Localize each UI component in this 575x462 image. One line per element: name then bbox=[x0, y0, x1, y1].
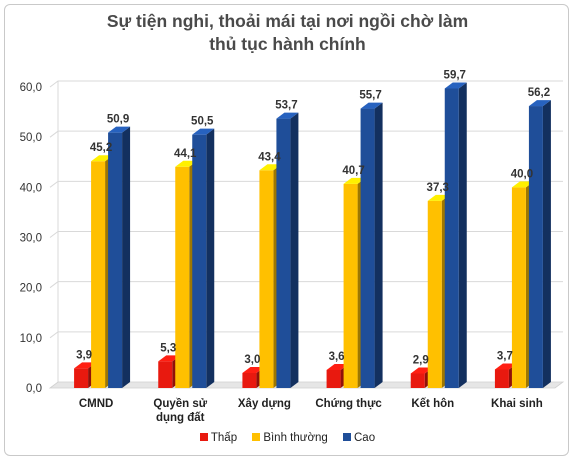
data-label: 5,3 bbox=[160, 342, 176, 354]
data-label: 43,4 bbox=[258, 151, 281, 163]
y-tick-label: 60,0 bbox=[20, 82, 42, 94]
x-tick-label: Khai sinh bbox=[491, 398, 543, 410]
y-tick-label: 30,0 bbox=[20, 233, 42, 245]
bar-top bbox=[326, 363, 349, 370]
legend-swatch-cao bbox=[343, 433, 351, 441]
data-label: 40,0 bbox=[511, 168, 533, 180]
legend-swatch-thap bbox=[199, 433, 208, 441]
data-label: 45,2 bbox=[90, 142, 112, 154]
bars-layer bbox=[74, 82, 551, 389]
bar-top bbox=[427, 194, 450, 201]
x-tick-label: Quyền sử bbox=[153, 398, 207, 410]
bar bbox=[74, 368, 89, 388]
y-tick-label: 50,0 bbox=[20, 132, 42, 144]
bar bbox=[427, 200, 442, 388]
data-label: 40,7 bbox=[342, 165, 364, 177]
x-tick-label: CMND bbox=[79, 398, 114, 410]
bar-top bbox=[242, 366, 265, 373]
bar bbox=[444, 88, 459, 388]
bar bbox=[494, 369, 509, 388]
bar-top bbox=[108, 126, 131, 133]
y-tick-label: 10,0 bbox=[20, 333, 42, 345]
data-label: 56,2 bbox=[528, 87, 550, 99]
bar-top bbox=[343, 177, 366, 184]
data-label: 2,9 bbox=[413, 354, 429, 366]
data-label: 3,9 bbox=[76, 349, 92, 361]
legend-item-binh-thuong: Bình thường bbox=[252, 432, 328, 444]
bar bbox=[175, 166, 190, 388]
bar bbox=[192, 134, 207, 388]
bar-side bbox=[458, 82, 467, 388]
x-tick-label: Kết hôn bbox=[411, 398, 454, 410]
bar bbox=[511, 187, 526, 388]
bar-top bbox=[494, 363, 517, 370]
bar-top bbox=[444, 82, 467, 89]
bar bbox=[259, 170, 274, 388]
bar bbox=[326, 369, 341, 388]
data-label: 50,9 bbox=[107, 114, 129, 126]
bar-side bbox=[542, 100, 551, 389]
legend-label-thap: Thấp bbox=[210, 432, 238, 444]
gridline bbox=[49, 80, 563, 88]
bar-top bbox=[511, 181, 534, 188]
data-label: 55,7 bbox=[359, 90, 381, 102]
data-label: 44,1 bbox=[174, 148, 197, 160]
bar-top bbox=[91, 155, 114, 162]
grid-layer bbox=[49, 80, 563, 382]
bar-side bbox=[374, 102, 383, 389]
data-label: 59,7 bbox=[444, 70, 466, 82]
bar bbox=[360, 108, 375, 389]
chart-title-line-1: Sự tiện nghi, thoải mái tại nơi ngồi chờ… bbox=[106, 11, 469, 31]
legend-item-cao: Cao bbox=[343, 432, 375, 444]
bar-top bbox=[276, 112, 299, 119]
bar bbox=[108, 132, 123, 388]
data-label: 50,5 bbox=[191, 116, 214, 128]
bar bbox=[242, 372, 257, 388]
y-tick-label: 40,0 bbox=[20, 182, 42, 194]
bar-side bbox=[122, 126, 131, 388]
bar-top bbox=[528, 100, 551, 107]
labels-layer: 0,0 10,0 20,0 30,0 40,0 50,0 60,0 3,9 45,2 50,9 CM… bbox=[20, 70, 551, 424]
x-tick-label: dụng đất bbox=[156, 412, 205, 424]
bar bbox=[343, 183, 358, 388]
data-label: 53,7 bbox=[275, 100, 297, 112]
bar-top bbox=[192, 128, 215, 135]
x-tick-label: Chứng thực bbox=[315, 398, 382, 410]
bar-chart: 0,0 10,0 20,0 30,0 40,0 50,0 60,0 3,9 45,2 50,9 CM… bbox=[20, 70, 565, 424]
bar bbox=[528, 106, 543, 389]
bar bbox=[276, 118, 291, 388]
bar-top bbox=[360, 102, 383, 109]
chart-title-line-2: thủ tục hành chính bbox=[209, 34, 366, 54]
legend: Thấp Bình thường Cao bbox=[0, 432, 575, 444]
legend-swatch-binh-thuong bbox=[252, 433, 261, 441]
y-tick-label: 0,0 bbox=[26, 383, 42, 395]
legend-label-cao: Cao bbox=[354, 432, 376, 444]
bar-side bbox=[290, 112, 299, 388]
bar-top bbox=[259, 164, 282, 171]
bar-top bbox=[74, 362, 97, 369]
data-label: 3,0 bbox=[244, 354, 260, 366]
bar bbox=[410, 373, 425, 388]
x-tick-label: Xây dựng bbox=[238, 398, 291, 410]
legend-item-thap: Thấp bbox=[199, 432, 238, 444]
bar bbox=[91, 161, 106, 388]
data-label: 3,6 bbox=[329, 351, 345, 363]
legend-label-binh-thuong: Bình thường bbox=[263, 432, 328, 444]
bar-top bbox=[175, 160, 198, 167]
data-label: 37,3 bbox=[427, 182, 449, 194]
data-label: 3,7 bbox=[497, 350, 513, 362]
bar bbox=[158, 361, 173, 388]
bar-side bbox=[206, 128, 215, 389]
bar-top bbox=[158, 355, 181, 362]
y-tick-label: 20,0 bbox=[20, 283, 42, 295]
bar-top bbox=[410, 367, 433, 374]
chart-title: Sự tiện nghi, thoải mái tại nơi ngồi chờ… bbox=[0, 10, 575, 56]
